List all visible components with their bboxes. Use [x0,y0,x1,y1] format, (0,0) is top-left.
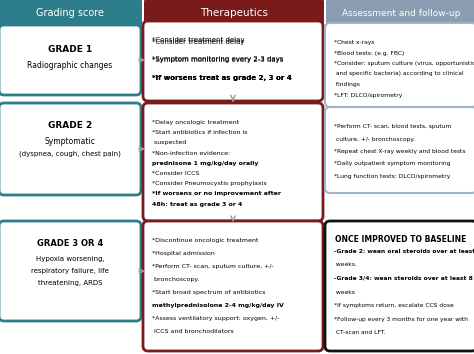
Text: Assessment and follow-up: Assessment and follow-up [342,8,460,17]
Text: Therapeutics: Therapeutics [200,8,268,18]
Text: methylprednisolone 2-4 mg/kg/day IV: methylprednisolone 2-4 mg/kg/day IV [152,303,284,308]
Text: suspected: suspected [152,141,186,145]
FancyBboxPatch shape [143,221,323,351]
Text: *Discontinue oncologic treatment: *Discontinue oncologic treatment [152,238,258,243]
Text: *Repeat chest X-ray weekly and blood tests: *Repeat chest X-ray weekly and blood tes… [334,149,465,154]
FancyBboxPatch shape [0,103,141,195]
Text: *Hospital admission: *Hospital admission [152,251,215,256]
Text: GRADE 3 OR 4: GRADE 3 OR 4 [37,239,103,247]
Text: *Daily outpatient symptom monitoring: *Daily outpatient symptom monitoring [334,161,450,166]
FancyBboxPatch shape [143,103,323,221]
Text: Grading score: Grading score [36,8,104,18]
FancyBboxPatch shape [0,25,141,95]
Text: *Consider treatment delay: *Consider treatment delay [152,39,245,45]
FancyBboxPatch shape [325,221,474,351]
Text: *Start broad spectrum of antibiotics: *Start broad spectrum of antibiotics [152,290,265,295]
Text: CT-scan and LFT.: CT-scan and LFT. [334,330,386,335]
FancyBboxPatch shape [0,0,142,28]
Text: respiratory failure, life: respiratory failure, life [31,268,109,274]
Text: *If worsens or no improvement after: *If worsens or no improvement after [152,192,281,196]
Text: *Blood tests: (e.g. FBC): *Blood tests: (e.g. FBC) [334,51,404,56]
Text: (dyspnea, cough, chest pain): (dyspnea, cough, chest pain) [19,151,121,157]
FancyBboxPatch shape [325,107,474,193]
Text: weeks.: weeks. [334,263,357,268]
Text: *Chest x-rays: *Chest x-rays [334,40,374,45]
Text: -Grade 3/4: wean steroids over at least 8: -Grade 3/4: wean steroids over at least … [334,276,473,281]
Text: bronchoscopy.: bronchoscopy. [152,277,199,282]
Text: culture, +/- bronchoscopy.: culture, +/- bronchoscopy. [334,137,415,142]
FancyBboxPatch shape [0,221,141,321]
Text: GRADE 1: GRADE 1 [48,46,92,55]
Text: *LFT: DLCO/spirometry: *LFT: DLCO/spirometry [334,92,402,97]
Text: threatening, ARDS: threatening, ARDS [38,280,102,286]
Text: GRADE 2: GRADE 2 [48,121,92,131]
Text: *Lung function tests: DLCO/spirometry: *Lung function tests: DLCO/spirometry [334,174,450,179]
FancyBboxPatch shape [326,0,474,28]
Text: *Symptom monitoring every 2-3 days: *Symptom monitoring every 2-3 days [152,57,283,63]
Text: *Delay oncologic treatment: *Delay oncologic treatment [152,120,239,125]
FancyBboxPatch shape [325,23,474,107]
Text: *If symptoms return, escalate CCS dose: *If symptoms return, escalate CCS dose [334,303,454,308]
Text: *Follow-up every 3 months for one year with: *Follow-up every 3 months for one year w… [334,316,468,321]
Text: 48h: treat as grade 3 or 4: 48h: treat as grade 3 or 4 [152,201,242,207]
Text: Symptomatic: Symptomatic [45,137,95,147]
Text: and specific bacteria) according to clinical: and specific bacteria) according to clin… [334,72,464,76]
FancyBboxPatch shape [144,0,324,28]
Text: *If worsens treat as grade 2, 3 or 4: *If worsens treat as grade 2, 3 or 4 [152,75,292,81]
Text: *Consider: sputum culture (virus, opportunistic: *Consider: sputum culture (virus, opport… [334,61,474,66]
Text: -Grade 2: wean oral steroids over at least 6: -Grade 2: wean oral steroids over at lea… [334,249,474,254]
Text: ONCE IMPROVED TO BASELINE: ONCE IMPROVED TO BASELINE [335,234,467,244]
Text: prednisone 1 mg/kg/day orally: prednisone 1 mg/kg/day orally [152,161,258,166]
Text: *Symptom monitoring every 2-3 days: *Symptom monitoring every 2-3 days [152,56,283,62]
Text: Hypoxia worsening,: Hypoxia worsening, [36,256,104,262]
Text: *Consider treatment delay: *Consider treatment delay [152,37,245,43]
Text: *Assess ventilatory support: oxygen, +/-: *Assess ventilatory support: oxygen, +/- [152,316,280,321]
FancyBboxPatch shape [143,21,323,101]
Text: *Perform CT- scan, sputum culture, +/-: *Perform CT- scan, sputum culture, +/- [152,264,274,269]
Text: ICCS and bronchodilators: ICCS and bronchodilators [152,329,234,334]
Text: findings: findings [334,82,360,87]
Text: *If worsens treat as grade 2, 3 or 4: *If worsens treat as grade 2, 3 or 4 [152,75,292,81]
Text: *Consider Pneumocystis prophylaxis: *Consider Pneumocystis prophylaxis [152,181,267,186]
Text: *Perform CT- scan, blood tests, sputum: *Perform CT- scan, blood tests, sputum [334,124,451,129]
Text: Radiographic changes: Radiographic changes [27,62,113,70]
Text: *Start antibiotics if infection is: *Start antibiotics if infection is [152,130,247,135]
Text: weeks: weeks [334,290,355,295]
Text: *Non-infection evidence:: *Non-infection evidence: [152,150,230,156]
Text: *Consider ICCS: *Consider ICCS [152,171,200,176]
